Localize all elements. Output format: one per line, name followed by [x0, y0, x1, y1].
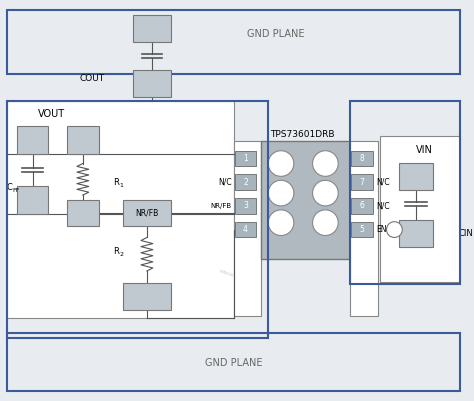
Bar	[261, 141, 350, 259]
Text: R: R	[113, 247, 119, 256]
Circle shape	[312, 210, 338, 235]
Bar	[351, 174, 373, 190]
Text: CIN: CIN	[458, 229, 473, 238]
Bar	[7, 101, 234, 318]
Bar	[351, 222, 373, 237]
Bar	[399, 220, 433, 247]
Bar	[67, 200, 99, 226]
Circle shape	[268, 180, 294, 206]
Text: 6: 6	[359, 201, 365, 211]
Text: 5: 5	[359, 225, 365, 234]
Text: 1: 1	[119, 183, 123, 188]
Text: GND PLANE: GND PLANE	[205, 358, 263, 368]
Text: NR/FB: NR/FB	[135, 209, 158, 217]
Bar	[235, 198, 256, 214]
Text: VIN: VIN	[416, 145, 432, 155]
Bar	[133, 70, 171, 97]
Bar	[351, 198, 373, 214]
Text: COUT: COUT	[79, 74, 104, 83]
Circle shape	[386, 222, 402, 237]
Bar	[380, 136, 460, 282]
Circle shape	[312, 180, 338, 206]
Text: GND PLANE: GND PLANE	[247, 29, 305, 39]
Text: N/C: N/C	[377, 178, 390, 187]
Text: www.ti.com: www.ti.com	[219, 268, 255, 286]
Bar	[123, 200, 171, 226]
Bar	[350, 101, 460, 284]
Bar	[350, 141, 378, 316]
Circle shape	[268, 210, 294, 235]
Text: N/C: N/C	[377, 201, 390, 211]
Bar	[133, 15, 171, 42]
Text: 4: 4	[243, 225, 248, 234]
Text: NR/FB: NR/FB	[210, 203, 232, 209]
Text: 3: 3	[243, 201, 248, 211]
Bar	[235, 222, 256, 237]
Circle shape	[312, 151, 338, 176]
Bar	[7, 333, 460, 391]
Text: 7: 7	[359, 178, 365, 187]
Text: 1: 1	[243, 154, 248, 163]
Text: 8: 8	[359, 154, 364, 163]
Bar	[235, 151, 256, 166]
Text: R: R	[113, 178, 119, 187]
Text: N/C: N/C	[218, 178, 232, 187]
Bar	[67, 126, 99, 154]
Bar	[7, 10, 460, 74]
Text: 2: 2	[119, 252, 123, 257]
Text: TPS73601DRB: TPS73601DRB	[271, 130, 335, 140]
Bar	[17, 186, 48, 214]
Text: 2: 2	[243, 178, 248, 187]
Text: EN: EN	[377, 225, 387, 234]
Text: C: C	[7, 183, 13, 192]
Text: VOUT: VOUT	[37, 109, 64, 119]
Bar	[235, 174, 256, 190]
Text: FF: FF	[13, 188, 20, 192]
Bar	[123, 283, 171, 310]
Bar	[234, 141, 261, 316]
Circle shape	[268, 151, 294, 176]
Bar	[399, 162, 433, 190]
Bar	[351, 151, 373, 166]
Bar	[17, 126, 48, 154]
Bar	[7, 101, 268, 338]
